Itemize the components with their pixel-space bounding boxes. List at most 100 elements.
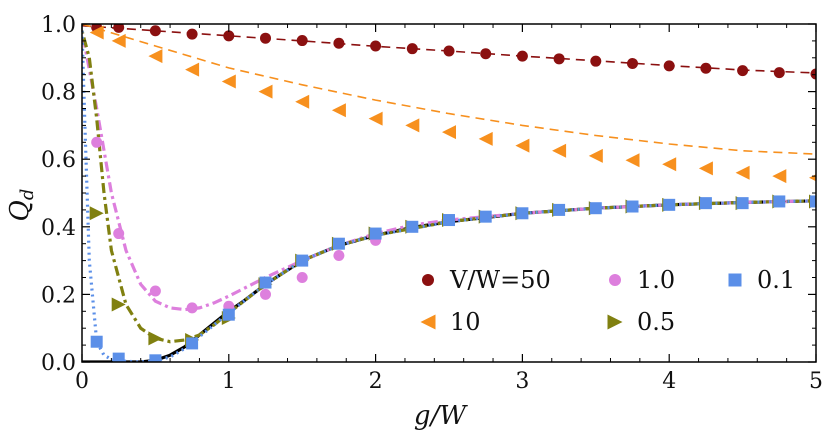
data-point-4-2 (149, 354, 162, 362)
series-line-1 (82, 24, 816, 155)
data-point-0-2 (149, 25, 161, 37)
legend-marker-0 (422, 274, 434, 286)
data-point-4-8 (369, 227, 382, 240)
data-point-1-19 (772, 169, 787, 184)
data-point-0-17 (700, 62, 712, 74)
data-point-2-7 (333, 250, 345, 262)
data-point-1-18 (735, 165, 750, 180)
data-point-1-11 (478, 131, 493, 146)
data-point-0-6 (296, 35, 308, 47)
y-tick-label-3: 0.6 (41, 148, 76, 173)
x-tick-label-4: 4 (662, 369, 676, 394)
data-point-1-9 (405, 118, 420, 133)
legend-label-4: 0.5 (637, 308, 675, 336)
data-point-4-4 (222, 308, 235, 321)
data-point-4-10 (443, 214, 455, 227)
series-line-3 (82, 30, 816, 344)
data-point-4-9 (406, 220, 419, 233)
x-tick-label-3: 3 (515, 369, 529, 394)
data-point-0-18 (737, 65, 749, 77)
data-point-1-17 (698, 161, 713, 176)
data-point-1-16 (662, 157, 677, 172)
data-point-0-3 (186, 28, 198, 40)
data-point-1-3 (185, 62, 200, 77)
plot-area (82, 24, 816, 362)
y-tick-label-4: 0.8 (41, 81, 76, 106)
y-tick-label-5: 1.0 (41, 13, 76, 38)
data-point-4-14 (589, 202, 602, 215)
y-tick-label-0: 0.0 (41, 351, 76, 376)
data-point-1-12 (515, 138, 530, 153)
data-point-0-4 (223, 30, 235, 42)
x-tick-label-5: 5 (809, 369, 823, 394)
data-point-1-15 (625, 153, 640, 168)
legend-marker-4 (607, 314, 623, 330)
data-point-0-8 (370, 40, 382, 52)
data-point-4-20 (810, 195, 816, 208)
x-tick-label-2: 2 (369, 369, 383, 394)
data-point-0-5 (260, 32, 271, 44)
data-point-4-12 (516, 207, 529, 220)
data-point-1-14 (588, 148, 603, 163)
data-point-2-0 (91, 136, 103, 148)
legend-label-1: 1.0 (637, 266, 675, 294)
data-point-4-16 (663, 198, 676, 211)
data-point-3-2 (148, 331, 163, 346)
data-point-2-5 (260, 288, 271, 300)
data-point-1-2 (148, 49, 163, 64)
data-point-1-10 (442, 125, 456, 140)
data-point-0-10 (443, 45, 455, 57)
data-point-3-0 (89, 206, 104, 221)
data-point-1-5 (258, 84, 273, 99)
data-point-1-13 (552, 143, 567, 158)
data-point-4-13 (553, 203, 566, 216)
data-point-4-3 (186, 337, 199, 350)
data-point-0-14 (590, 55, 602, 67)
x-tick-label-0: 0 (75, 369, 89, 394)
data-point-4-0 (90, 335, 103, 348)
data-point-4-5 (259, 276, 272, 289)
data-point-4-19 (773, 195, 786, 208)
data-point-2-6 (296, 272, 308, 283)
axis-ticks: 0 1 2 3 4 5 0.0 0.2 0.4 0.6 0.8 1.0 (41, 13, 823, 394)
data-point-0-9 (406, 43, 418, 55)
data-point-1-4 (221, 74, 236, 89)
data-point-0-13 (553, 53, 565, 65)
data-point-1-1 (111, 33, 126, 48)
data-point-2-2 (149, 285, 161, 297)
data-point-1-7 (331, 103, 346, 118)
legend-marker-2 (728, 273, 742, 287)
data-point-4-6 (296, 254, 309, 267)
data-point-0-15 (627, 58, 638, 70)
data-point-0-20 (810, 68, 816, 80)
data-point-0-19 (773, 67, 785, 79)
data-point-2-1 (113, 228, 125, 240)
x-tick-label-1: 1 (222, 369, 236, 394)
x-axis-label: g/W (414, 401, 468, 431)
data-point-4-15 (626, 200, 639, 213)
data-point-4-17 (699, 197, 712, 210)
legend-label-2: 0.1 (757, 266, 795, 294)
data-point-3-1 (111, 297, 126, 312)
y-axis-label: Qd (5, 189, 38, 222)
y-tick-label-1: 0.2 (41, 283, 76, 308)
legend-label-0: V/W=50 (449, 266, 551, 294)
data-point-1-8 (368, 111, 383, 126)
legend-marker-1 (609, 274, 621, 286)
data-point-0-11 (480, 48, 492, 60)
legend-label-3: 10 (450, 308, 481, 336)
data-point-0-7 (333, 37, 345, 49)
legend: V/W=50 1.0 0.1 10 0.5 (420, 266, 795, 336)
data-point-4-7 (332, 237, 345, 250)
data-point-4-1 (112, 352, 125, 362)
data-point-2-3 (186, 302, 198, 314)
data-point-4-18 (736, 197, 749, 210)
data-point-0-16 (663, 60, 675, 72)
data-point-1-6 (295, 94, 310, 109)
data-point-1-0 (89, 25, 104, 40)
data-point-0-12 (516, 50, 528, 62)
legend-marker-3 (420, 314, 436, 330)
series-line-4 (82, 30, 816, 362)
data-point-0-1 (113, 24, 125, 33)
